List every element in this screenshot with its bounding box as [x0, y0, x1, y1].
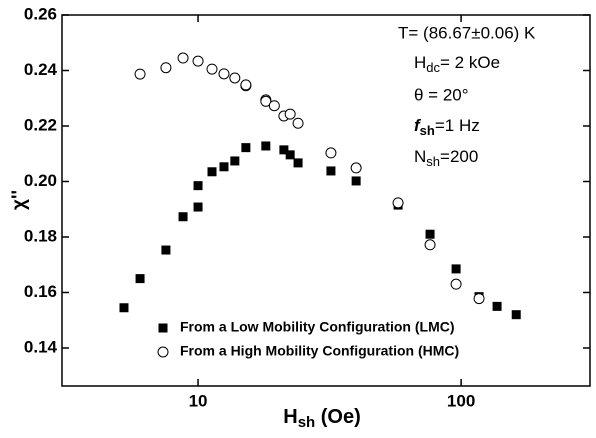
annotation: θ = 20°: [414, 85, 469, 104]
point: [134, 68, 146, 80]
point: [492, 301, 502, 311]
plot-frame: [61, 14, 591, 387]
point: [425, 229, 435, 239]
y-tick-label: 0.26: [24, 4, 57, 23]
point: [450, 278, 462, 290]
point: [292, 117, 304, 129]
point: [177, 52, 189, 64]
annotation-sub: dc: [426, 60, 440, 75]
annotation-rest: = 2 kOe: [440, 53, 500, 72]
y-tick-label: 0.16: [24, 282, 57, 301]
legend-marker: [157, 346, 169, 358]
point: [230, 156, 240, 166]
annotation-main: N: [414, 147, 426, 166]
x-tick-label: 100: [447, 391, 475, 410]
y-tick-label: 0.24: [24, 60, 58, 79]
point: [229, 72, 241, 84]
point: [293, 158, 303, 168]
point: [268, 100, 280, 112]
point: [350, 162, 362, 174]
point: [160, 62, 172, 74]
point: [240, 79, 252, 91]
legend-marker: [158, 323, 168, 333]
point: [219, 162, 229, 172]
point: [178, 212, 188, 222]
y-tick-label: 0.22: [24, 115, 57, 134]
annotation-rest: =1 Hz: [435, 116, 480, 135]
annotation-main: H: [414, 53, 426, 72]
y-tick-label: 0.18: [24, 226, 57, 245]
point: [207, 167, 217, 177]
x-tick-label: 10: [189, 391, 208, 410]
point: [285, 150, 295, 160]
annotation-rest: =200: [440, 147, 478, 166]
point: [279, 145, 289, 155]
annotation-sub: sh: [420, 123, 435, 138]
point: [260, 95, 272, 107]
point: [218, 68, 230, 80]
annotations: T= (86.67±0.06) K Hdc= 2 kOe θ = 20° fsh…: [398, 23, 536, 169]
x-label-main: H: [283, 406, 297, 428]
legend-label: From a High Mobility Configuration (HMC): [180, 343, 459, 359]
point: [473, 293, 485, 305]
annotation: Nsh=200: [414, 147, 478, 169]
point: [451, 264, 461, 274]
y-axis-label: χ'': [9, 190, 30, 210]
legend-label: From a Low Mobility Configuration (LMC): [180, 319, 455, 335]
point: [284, 108, 296, 120]
x-axis-label: Hsh (Oe): [283, 406, 361, 431]
point: [392, 197, 404, 209]
point: [119, 303, 129, 313]
annotation: Hdc= 2 kOe: [414, 53, 500, 75]
annotation-main: f: [414, 116, 422, 135]
point: [325, 147, 337, 159]
point: [206, 63, 218, 75]
point: [351, 176, 361, 186]
point: [424, 239, 436, 251]
x-label-rest: (Oe): [315, 406, 361, 428]
point: [192, 55, 204, 67]
point: [326, 166, 336, 176]
annotation-sub: sh: [426, 154, 440, 169]
annotation: fsh=1 Hz: [414, 116, 480, 138]
point: [193, 181, 203, 191]
point: [135, 274, 145, 284]
y-tick-label: 0.14: [24, 337, 58, 356]
point: [261, 141, 271, 151]
point: [511, 310, 521, 320]
point: [161, 245, 171, 255]
x-label-sub: sh: [298, 414, 316, 431]
y-tick-label: 0.20: [24, 171, 57, 190]
point: [193, 202, 203, 212]
annotation: T= (86.67±0.06) K: [398, 23, 536, 42]
point: [241, 143, 251, 153]
